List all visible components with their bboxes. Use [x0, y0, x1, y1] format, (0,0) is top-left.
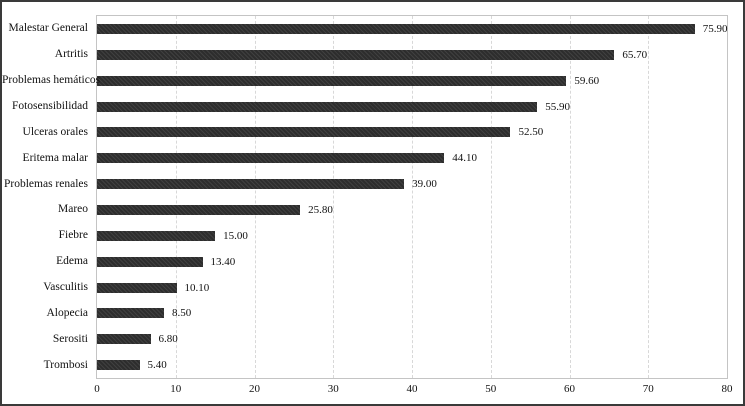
bar-value-label: 15.00: [223, 229, 248, 242]
bar-value-label: 13.40: [210, 255, 236, 268]
x-tick-label: 50: [485, 383, 497, 395]
bar-value-label: 8.50: [171, 307, 192, 320]
x-tick-label: 10: [170, 383, 182, 395]
x-tick-label: 60: [564, 383, 575, 395]
bar-fotosensibilidad: [97, 101, 538, 112]
bar-value-label: 10.10: [184, 281, 210, 294]
bar-value-label: 39.00: [412, 178, 437, 191]
category-label: Ulceras orales: [22, 125, 88, 138]
gridline: [569, 16, 571, 378]
bar-value-label: 52.50: [518, 126, 544, 139]
bar-ulceras-orales: [97, 127, 511, 138]
category-label: Fotosensibilidad: [11, 100, 88, 112]
category-label: Serositi: [52, 332, 88, 345]
bar-value-label: 25.80: [308, 203, 333, 216]
bar-value-label: 55.90: [545, 100, 570, 113]
category-label: Vasculitis: [43, 281, 88, 293]
bar-artritis: [97, 49, 615, 60]
bar-value-label: 5.40: [147, 359, 167, 372]
category-label: Trombosi: [43, 358, 88, 371]
category-label: Fiebre: [58, 229, 88, 242]
bar-value-label: 6.80: [158, 333, 178, 346]
bar-mareo: [97, 204, 301, 215]
bar-eritema-malar: [97, 153, 445, 164]
bar-value-label: 44.10: [452, 152, 478, 165]
gridline: [490, 16, 492, 378]
category-label: Mareo: [57, 203, 88, 216]
category-label: Artritis: [54, 48, 88, 61]
bar-value-label: 59.60: [574, 74, 600, 87]
bar-trombosi: [97, 360, 140, 371]
category-label: Edema: [56, 255, 88, 268]
bar-serositi: [97, 334, 151, 345]
x-tick-label: 80: [721, 383, 733, 395]
gridline: [412, 16, 413, 378]
x-tick-label: 20: [249, 383, 260, 395]
category-label: Malestar General: [8, 22, 88, 35]
x-tick-label: 0: [94, 383, 100, 395]
bar-vasculitis: [97, 282, 177, 293]
category-label: Alopecia: [46, 306, 88, 319]
bar-fiebre: [97, 230, 216, 241]
gridline: [254, 16, 256, 378]
gridline: [333, 16, 335, 378]
bar-problemas-hem-ticos: [97, 75, 567, 86]
bar-malestar-general: [97, 23, 695, 34]
bar-edema: [97, 256, 203, 267]
category-label: Problemas renales: [4, 177, 88, 190]
gridline: [175, 16, 177, 378]
bar-problemas-renales: [97, 179, 405, 190]
gridline: [648, 16, 650, 378]
plot-area: 75.90 65.70 59.60 55.90 52.50 44.10 39.00 25.80…: [96, 15, 728, 379]
x-tick-label: 70: [642, 383, 654, 395]
category-label: Eritema malar: [22, 151, 88, 164]
bar-alopecia: [97, 308, 164, 319]
bar-value-label: 75.90: [702, 22, 728, 35]
bar-value-label: 65.70: [622, 48, 648, 61]
x-tick-label: 30: [327, 383, 339, 395]
x-tick-label: 40: [406, 383, 418, 395]
category-label: Problemas hemáticos: [2, 74, 101, 87]
